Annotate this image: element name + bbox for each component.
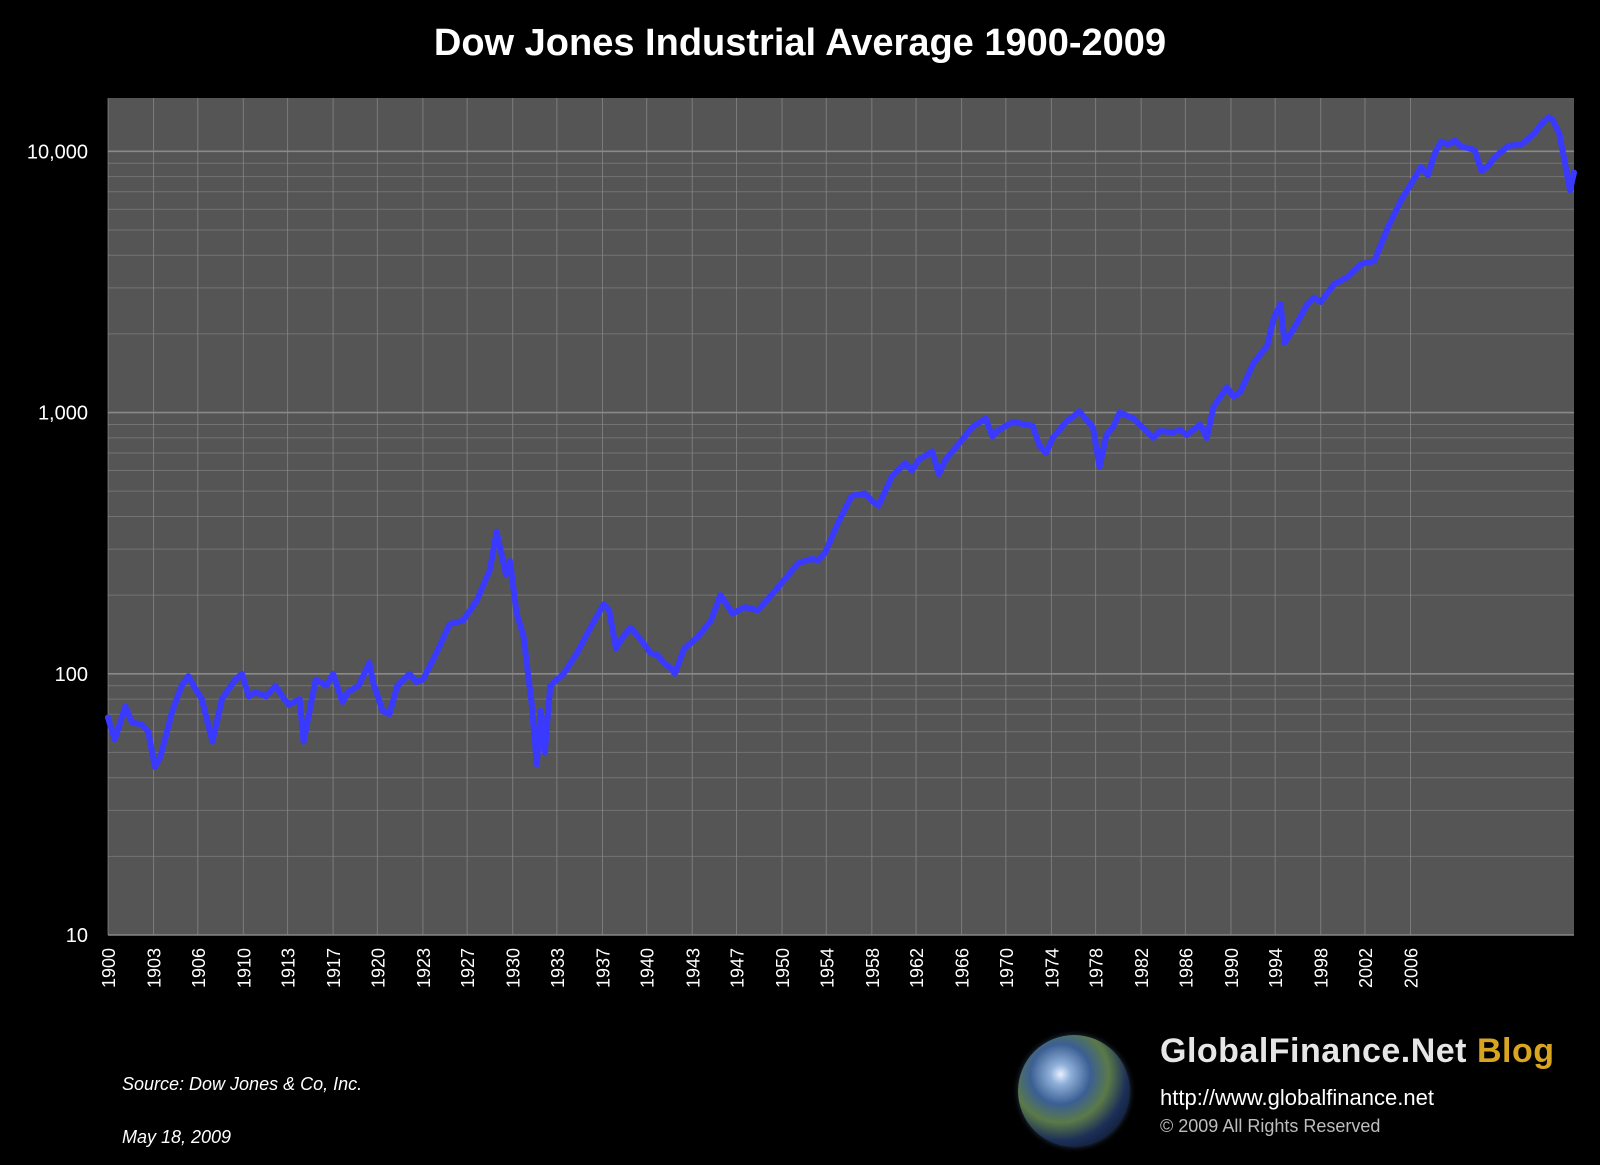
gridlines: [107, 98, 1574, 936]
x-tick-label: 1927: [458, 948, 478, 988]
date-note: May 18, 2009: [122, 1127, 232, 1147]
series-line: [105, 114, 1577, 770]
x-tick-label: 1930: [504, 948, 524, 988]
x-tick-label: 2006: [1402, 948, 1422, 988]
brand-copyright: © 2009 All Rights Reserved: [1160, 1116, 1381, 1136]
x-tick-label: 1933: [548, 948, 568, 988]
x-tick-label: 1920: [368, 948, 388, 988]
y-tick-label: 100: [55, 664, 88, 686]
x-tick-label: 1986: [1176, 948, 1196, 988]
x-tick-label: 1910: [234, 948, 254, 988]
x-tick-label: 1950: [773, 948, 793, 988]
chart-title: Dow Jones Industrial Average 1900-2009: [433, 22, 1167, 64]
y-axis-ticks: 10 100 1,000 10,000: [27, 141, 88, 947]
x-tick-label: 1962: [907, 948, 927, 988]
y-tick-label: 10: [66, 925, 88, 947]
x-tick-label: 1974: [1042, 948, 1062, 988]
source-note: Source: Dow Jones & Co, Inc.: [122, 1074, 363, 1094]
x-tick-label: 1982: [1132, 948, 1152, 988]
x-tick-label: 1947: [727, 948, 747, 988]
x-tick-label: 1940: [638, 948, 658, 988]
x-tick-label: 1943: [683, 948, 703, 988]
brand-url[interactable]: http://www.globalfinance.net: [1160, 1085, 1434, 1110]
brand-name-accent: Blog: [1476, 1032, 1555, 1070]
x-tick-label: 1998: [1312, 948, 1332, 988]
x-axis-ticks: 1900 1903 1906 1910 1913 1917 1920 1923 1927 1930…: [99, 948, 1422, 988]
x-tick-label: 1966: [953, 948, 973, 988]
brand-name: GlobalFinance.Net Blog: [1160, 1032, 1555, 1071]
y-tick-label: 10,000: [27, 141, 88, 163]
x-tick-label: 1903: [145, 948, 165, 988]
x-tick-label: 1913: [279, 948, 299, 988]
x-tick-label: 1917: [324, 948, 344, 988]
x-tick-label: 1954: [817, 948, 837, 988]
x-tick-label: 1900: [99, 948, 119, 988]
x-tick-label: 1970: [997, 948, 1017, 988]
x-tick-label: 1994: [1266, 948, 1286, 988]
brand-name-main: GlobalFinance.Net: [1160, 1032, 1467, 1070]
x-tick-label: 1978: [1087, 948, 1107, 988]
x-tick-label: 2002: [1356, 948, 1376, 988]
x-tick-label: 1958: [863, 948, 883, 988]
x-tick-label: 1990: [1222, 948, 1242, 988]
x-tick-label: 1937: [593, 948, 613, 988]
x-tick-label: 1906: [189, 948, 209, 988]
earth-globe-icon: [1018, 1035, 1130, 1147]
x-tick-label: 1923: [414, 948, 434, 988]
y-tick-label: 1,000: [38, 403, 88, 425]
